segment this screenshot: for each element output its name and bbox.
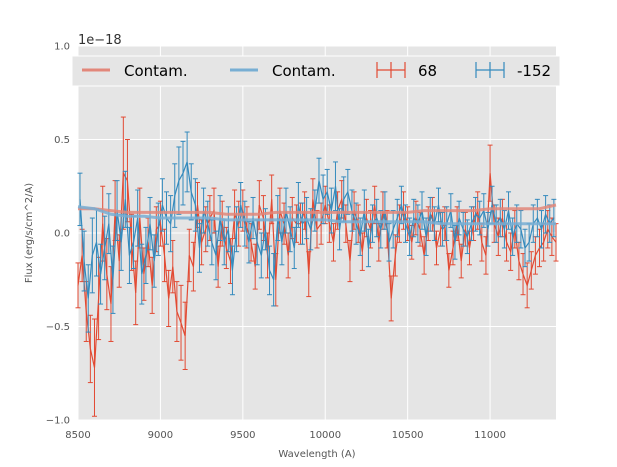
y-tick-label: 0.0 bbox=[54, 229, 70, 240]
x-tick-label: 11000 bbox=[474, 430, 506, 441]
legend-label-contam-blue: Contam. bbox=[272, 62, 336, 80]
offset-text: 1e−18 bbox=[78, 33, 122, 48]
x-tick-label: 8500 bbox=[65, 430, 90, 441]
contam-line-red bbox=[78, 203, 557, 216]
x-tick-label: 10000 bbox=[309, 430, 341, 441]
x-axis-label: Wavelength (A) bbox=[278, 449, 355, 460]
legend-label-68: 68 bbox=[418, 62, 437, 80]
axis-ticks: 8500 9000 9500 10000 10500 11000 −1.0 −0.5 0.0 0.… bbox=[46, 42, 506, 442]
x-tick-label: 9500 bbox=[230, 430, 255, 441]
y-tick-label: 0.5 bbox=[54, 135, 70, 146]
legend-box bbox=[71, 55, 561, 87]
legend-swatch-errorbar-152 bbox=[475, 62, 505, 78]
contamination-lines bbox=[77, 203, 557, 226]
x-tick-label: 10500 bbox=[392, 430, 424, 441]
y-tick-label: −1.0 bbox=[46, 416, 70, 427]
y-axis-label: Flux (erg/s/cm^2/A) bbox=[24, 183, 35, 283]
contam-line-blue bbox=[77, 205, 556, 226]
y-tick-label: 1.0 bbox=[54, 42, 70, 53]
legend: Contam. Contam. 68 -152 bbox=[71, 55, 561, 87]
x-tick-label: 9000 bbox=[148, 430, 173, 441]
y-tick-label: −0.5 bbox=[46, 322, 70, 333]
legend-swatch-errorbar-68 bbox=[376, 62, 406, 78]
series-line bbox=[79, 161, 555, 299]
legend-label-contam-red: Contam. bbox=[124, 62, 188, 80]
legend-label-152: -152 bbox=[517, 62, 551, 80]
